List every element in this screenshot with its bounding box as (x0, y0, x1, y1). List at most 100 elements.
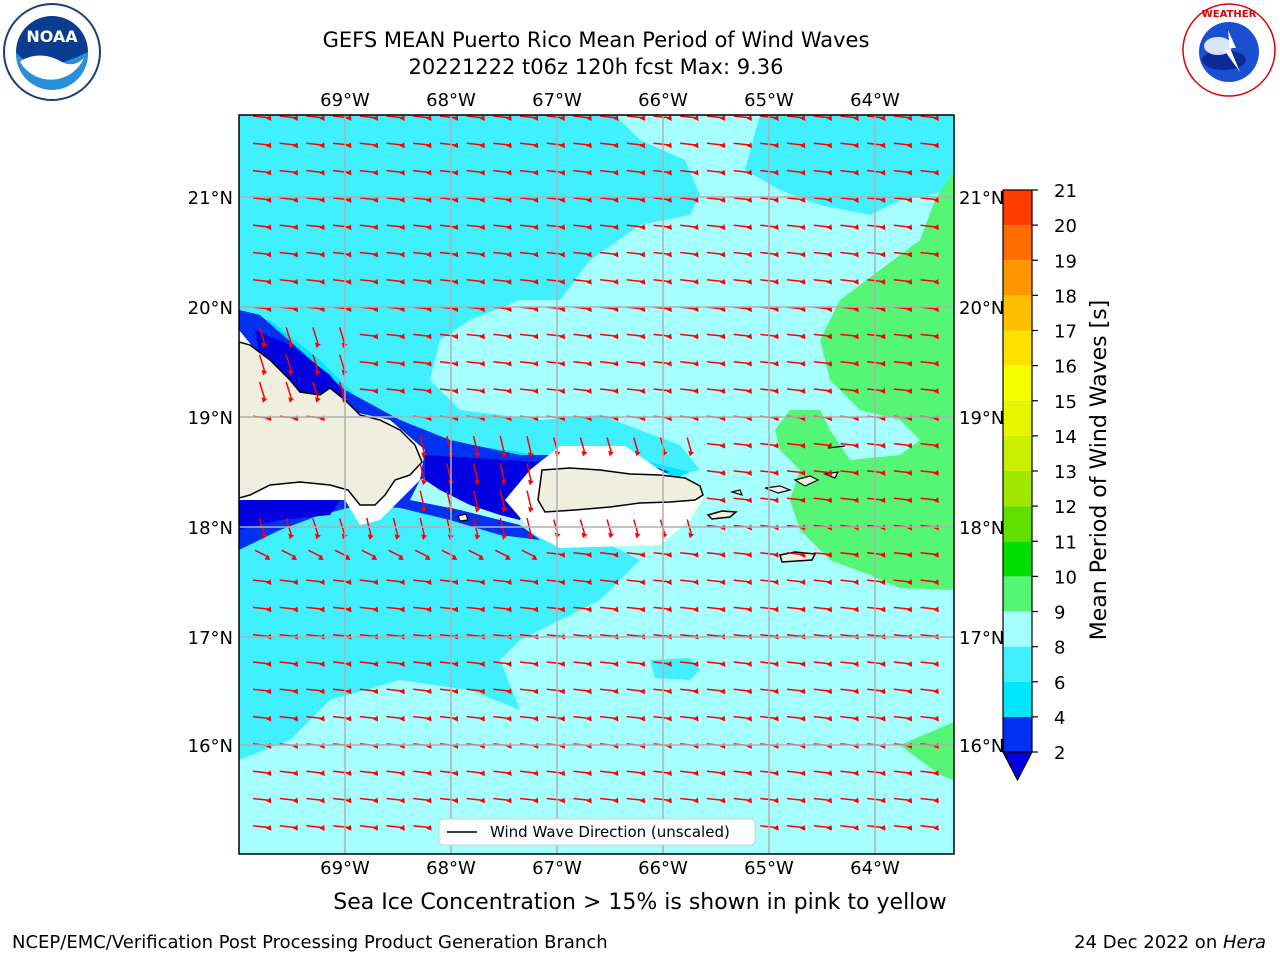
footer-date-text: 24 Dec 2022 on (1074, 932, 1223, 953)
wind-wave-arrow (813, 551, 833, 558)
wind-wave-arrow (333, 251, 352, 258)
wind-wave-arrow (786, 169, 806, 176)
wind-wave-arrow (920, 142, 939, 149)
wind-wave-arrow (920, 770, 939, 777)
wind-wave-arrow (867, 224, 886, 231)
wind-wave-arrow (786, 551, 806, 558)
wind-wave-arrow (733, 797, 752, 804)
wind-wave-arrow (573, 251, 592, 258)
wind-wave-arrow (867, 688, 886, 695)
wind-wave-arrow (600, 142, 619, 149)
wind-wave-arrow (633, 437, 641, 457)
colorbar-segment (1003, 400, 1032, 436)
wind-wave-arrow (626, 278, 646, 285)
wind-wave-arrow (546, 688, 566, 695)
puerto-rico-landmass (537, 467, 704, 513)
wind-wave-arrow (626, 688, 646, 695)
wind-wave-arrow (840, 606, 859, 613)
wind-wave-arrow (893, 824, 913, 831)
wind-wave-arrow (733, 388, 752, 394)
wind-wave-arrow (413, 333, 432, 340)
lat-label-right: 21°N (959, 188, 1004, 209)
wind-wave-arrow (439, 797, 459, 804)
lon-label-top: 65°W (744, 90, 794, 111)
wind-wave-arrow (386, 579, 405, 586)
wind-wave-arrow (867, 442, 886, 449)
wind-wave-arrow (786, 797, 806, 804)
wind-wave-arrow (494, 549, 511, 560)
wind-wave-arrow (840, 333, 859, 340)
colorbar-segment (1003, 295, 1032, 331)
wind-wave-arrow (252, 251, 272, 258)
wind-wave-arrow (626, 251, 646, 258)
wind-wave-arrow (386, 169, 405, 176)
longitude-labels-top: 69°W 68°W 67°W 66°W 65°W 64°W (320, 90, 900, 111)
wind-wave-arrow (519, 688, 539, 695)
wind-wave-arrow (439, 579, 459, 586)
wind-wave-arrow (334, 549, 351, 560)
wind-wave-arrow (893, 142, 913, 149)
wind-wave-arrow (306, 251, 325, 258)
colorbar-label: Mean Period of Wind Waves [s] (1087, 300, 1112, 640)
wind-wave-arrow (333, 579, 352, 586)
wind-wave-arrow (867, 333, 886, 340)
wind-wave-arrow (573, 770, 592, 777)
wind-wave-arrow (258, 327, 268, 349)
wind-wave-arrow (546, 388, 566, 394)
wind-wave-arrow (786, 688, 806, 695)
wind-wave-arrow (813, 115, 833, 121)
wind-wave-arrow (252, 278, 272, 285)
wind-wave-arrow (706, 196, 726, 203)
wind-wave-arrow (867, 661, 886, 667)
wind-wave-arrow (680, 579, 699, 586)
wind-wave-arrow (893, 196, 913, 203)
colorbar-segment (1003, 260, 1032, 296)
wind-wave-arrow (733, 469, 752, 476)
lon-label-bottom: 68°W (426, 858, 476, 879)
wind-wave-arrow (733, 551, 752, 558)
wind-wave-arrow (333, 224, 352, 231)
wind-wave-arrow (285, 327, 295, 349)
lat-label-right: 19°N (959, 408, 1004, 429)
wind-wave-arrow (706, 224, 726, 231)
wind-wave-arrow (786, 442, 806, 449)
wind-wave-arrow (419, 463, 428, 486)
wind-wave-arrow (600, 196, 619, 203)
wind-wave-arrow (706, 579, 726, 586)
footer-branch: NCEP/EMC/Verification Post Processing Pr… (12, 932, 608, 953)
wind-wave-arrow (386, 196, 405, 203)
wind-wave-arrow (333, 770, 352, 777)
period-field-6-8-south (239, 500, 640, 760)
wind-wave-arrow (893, 497, 913, 504)
wind-wave-arrow (893, 551, 913, 558)
wind-wave-arrow (439, 688, 459, 695)
wind-wave-arrow (519, 661, 539, 667)
wind-wave-arrow (279, 688, 299, 695)
wind-wave-arrow (279, 797, 299, 804)
wind-wave-arrow (706, 142, 726, 149)
wind-wave-arrow (706, 797, 726, 804)
wind-wave-arrow (413, 251, 432, 258)
colorbar-segment (1003, 471, 1032, 507)
wind-wave-arrow (252, 770, 272, 777)
wind-wave-arrow (386, 278, 405, 285)
wind-wave-arrow (706, 115, 726, 121)
wind-wave-arrow (840, 469, 859, 476)
wind-wave-arrow (867, 196, 886, 203)
colorbar-segment (1003, 541, 1032, 577)
wind-wave-arrow (493, 251, 512, 258)
wind-wave-arrow (893, 251, 913, 258)
wind-wave-arrow (706, 251, 726, 258)
wind-wave-arrow (573, 333, 592, 340)
wind-wave-arrow (786, 196, 806, 203)
wind-wave-arrow (413, 797, 432, 804)
wind-wave-arrow (306, 278, 325, 285)
wind-wave-arrow (573, 360, 592, 367)
wind-wave-arrow (493, 661, 512, 667)
wind-wave-arrow (920, 278, 939, 285)
wind-wave-arrow (680, 278, 699, 285)
wind-wave-arrow (573, 115, 592, 121)
colorbar-segment (1003, 611, 1032, 647)
colorbar-tick-label: 11 (1054, 532, 1077, 553)
wind-wave-arrow (733, 278, 752, 285)
